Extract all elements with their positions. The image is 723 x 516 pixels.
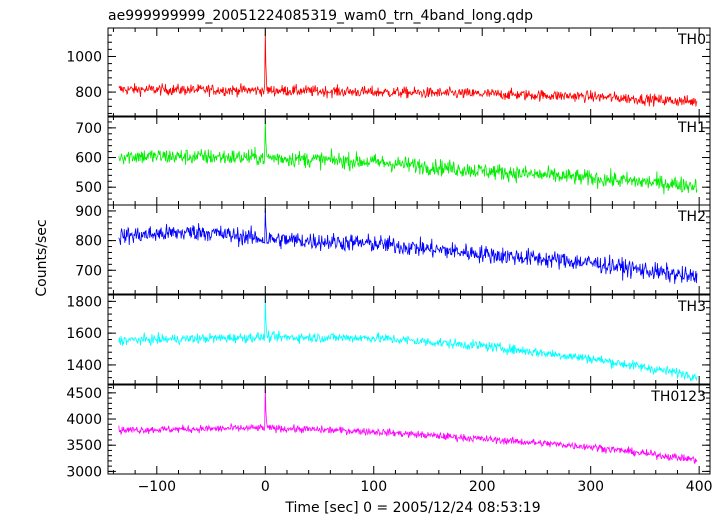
y-tick-label: 700 <box>75 121 102 137</box>
y-tick-label: 1400 <box>66 358 102 374</box>
y-tick-label: 1600 <box>66 326 102 342</box>
x-tick-label: 400 <box>686 479 713 495</box>
x-tick-label: 300 <box>577 479 604 495</box>
y-tick-label: 3000 <box>66 464 102 480</box>
y-tick-label: 1000 <box>66 49 102 65</box>
panel-frame-th0 <box>107 27 711 118</box>
series-th0123-line <box>118 386 698 465</box>
y-tick-label: 600 <box>75 151 102 167</box>
panel-label-th0123: TH0123 <box>650 389 706 405</box>
panel-label-th3: TH3 <box>677 299 706 315</box>
panel-label-th0: TH0 <box>677 32 706 48</box>
series-th0-line <box>118 29 698 107</box>
panel-label-th1: TH1 <box>677 120 706 136</box>
y-tick-label: 800 <box>75 85 102 101</box>
series-th1-line <box>118 118 698 195</box>
panel-frame-th2 <box>107 204 711 295</box>
x-tick-label: −100 <box>138 479 176 495</box>
y-tick-label: 4500 <box>66 386 102 402</box>
y-tick-label: 4000 <box>66 412 102 428</box>
y-tick-label: 1800 <box>66 294 102 310</box>
y-tick-label: 700 <box>75 263 102 279</box>
y-tick-label: 900 <box>75 204 102 220</box>
x-tick-label: 100 <box>360 479 387 495</box>
x-axis-label: Time [sec] 0 = 2005/12/24 08:53:19 <box>284 500 540 516</box>
panel-label-th2: TH2 <box>677 209 706 225</box>
chart-title: ae999999999_20051224085319_wam0_trn_4ban… <box>108 8 533 24</box>
series-th2-line <box>118 207 698 284</box>
y-axis-label: Counts/sec <box>34 219 50 296</box>
x-tick-label: 0 <box>261 479 270 495</box>
series-th3-line <box>118 296 698 382</box>
y-tick-label: 800 <box>75 234 102 250</box>
x-tick-label: 200 <box>469 479 496 495</box>
y-tick-label: 3500 <box>66 438 102 454</box>
y-tick-label: 500 <box>75 180 102 196</box>
